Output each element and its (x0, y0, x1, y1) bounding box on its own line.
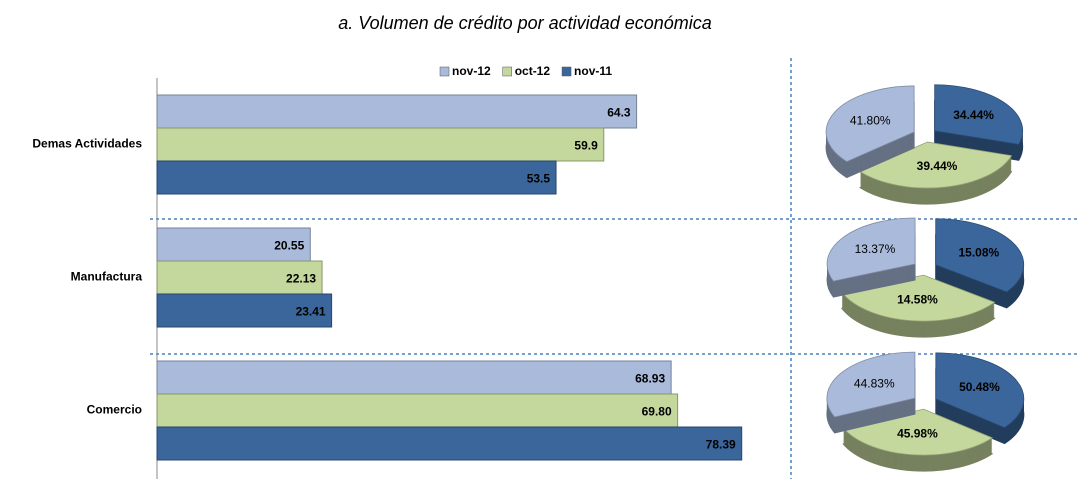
legend-label: nov-12 (452, 64, 491, 78)
pie-slice-top (934, 84, 1023, 145)
bar (156, 260, 323, 295)
pie-label: 44.83% (854, 377, 895, 391)
value-label: 53.5 (527, 172, 551, 186)
pie-slice (840, 274, 996, 338)
bar (156, 360, 672, 395)
bar (156, 426, 743, 461)
chart-title: a. Volumen de crédito por actividad econ… (338, 13, 712, 33)
pie-label: 34.44% (953, 108, 994, 122)
value-label: 69.80 (642, 405, 672, 419)
pie-slice (842, 408, 994, 472)
pie-slice-top (859, 141, 1013, 189)
y-tick-label: Manufactura (71, 270, 143, 284)
bar (156, 94, 638, 129)
pie-label: 50.48% (959, 380, 1000, 394)
pie-label: 13.37% (855, 242, 896, 256)
pie-slice-top (826, 217, 916, 282)
pie-label: 39.44% (917, 159, 958, 173)
pie-slice-top (935, 218, 1025, 293)
value-label: 78.39 (706, 438, 736, 452)
bar (156, 393, 679, 428)
pie-label: 14.58% (897, 292, 938, 306)
pie-slice-top (935, 352, 1025, 429)
pie-label: 45.98% (897, 426, 938, 440)
y-tick-label: Demas Actividades (32, 137, 142, 151)
bar (156, 227, 311, 262)
pie-slice-top (826, 351, 916, 418)
pie-label: 41.80% (850, 113, 891, 127)
legend-label: nov-11 (574, 64, 612, 78)
bar (156, 127, 605, 162)
value-label: 20.55 (274, 239, 304, 253)
bar (156, 160, 557, 195)
pie-slice (826, 351, 916, 434)
value-label: 23.41 (296, 305, 326, 319)
pie-slice (935, 352, 1025, 445)
pie-slice (826, 217, 916, 298)
legend-label: oct-12 (515, 64, 551, 78)
value-label: 68.93 (635, 372, 665, 386)
pie-slice (934, 84, 1024, 161)
value-label: 64.3 (607, 106, 631, 120)
pie-slice-top (825, 85, 915, 163)
legend-swatch (502, 66, 512, 77)
pie-slice (935, 218, 1025, 309)
legend-swatch (561, 66, 572, 77)
value-label: 22.13 (286, 272, 316, 286)
pie-slice (825, 85, 915, 179)
legend-swatch (439, 66, 450, 77)
pie-slice (858, 141, 1013, 205)
bar (156, 293, 333, 328)
value-label: 59.9 (574, 139, 598, 153)
y-tick-label: Comercio (87, 403, 142, 417)
pie-label: 15.08% (959, 245, 1000, 259)
